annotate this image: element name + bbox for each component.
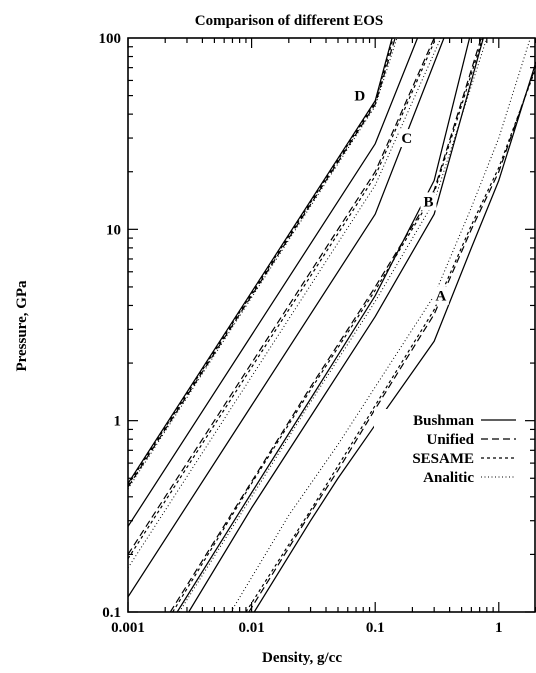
plot-frame <box>128 38 535 612</box>
curve-label-b: B <box>424 194 434 210</box>
chart-title: Comparison of different EOS <box>195 13 383 29</box>
y-axis-title: Pressure, GPa <box>14 280 30 372</box>
curve-unified-d <box>128 38 395 487</box>
y-tick-label: 0.1 <box>102 605 121 621</box>
curves-group <box>128 38 536 612</box>
x-tick-label: 1 <box>495 620 503 636</box>
y-tick-label: 100 <box>99 31 122 47</box>
curve-label-a: A <box>435 289 446 305</box>
curve-label-d: D <box>354 89 365 105</box>
legend-label-unified: Unified <box>426 432 474 448</box>
curve-sesame-a <box>246 68 536 612</box>
x-axis-title: Density, g/cc <box>262 650 342 666</box>
x-tick-label: 0.001 <box>111 620 145 636</box>
legend-label-sesame: SESAME <box>412 451 474 467</box>
x-tick-label: 0.01 <box>238 620 264 636</box>
curve-sesame-d <box>128 38 393 485</box>
y-tick-label: 1 <box>114 414 122 430</box>
curve-bushman-d <box>128 38 392 483</box>
curve-sesame-b <box>173 38 483 612</box>
plot-area: 0.001 0.01 0.1 1 0.1 1 10 100 D C B A Bushman Unified… <box>99 31 536 636</box>
curve-label-c: C <box>401 131 412 147</box>
y-tick-label: 10 <box>106 222 121 238</box>
curve-analitic-a <box>231 38 530 612</box>
legend-label-analitic: Analitic <box>423 470 474 486</box>
curve-unified-b <box>170 38 481 612</box>
legend-label-bushman: Bushman <box>413 413 475 429</box>
curve-bushman-b-upper <box>177 38 469 612</box>
x-tick-label: 0.1 <box>366 620 385 636</box>
